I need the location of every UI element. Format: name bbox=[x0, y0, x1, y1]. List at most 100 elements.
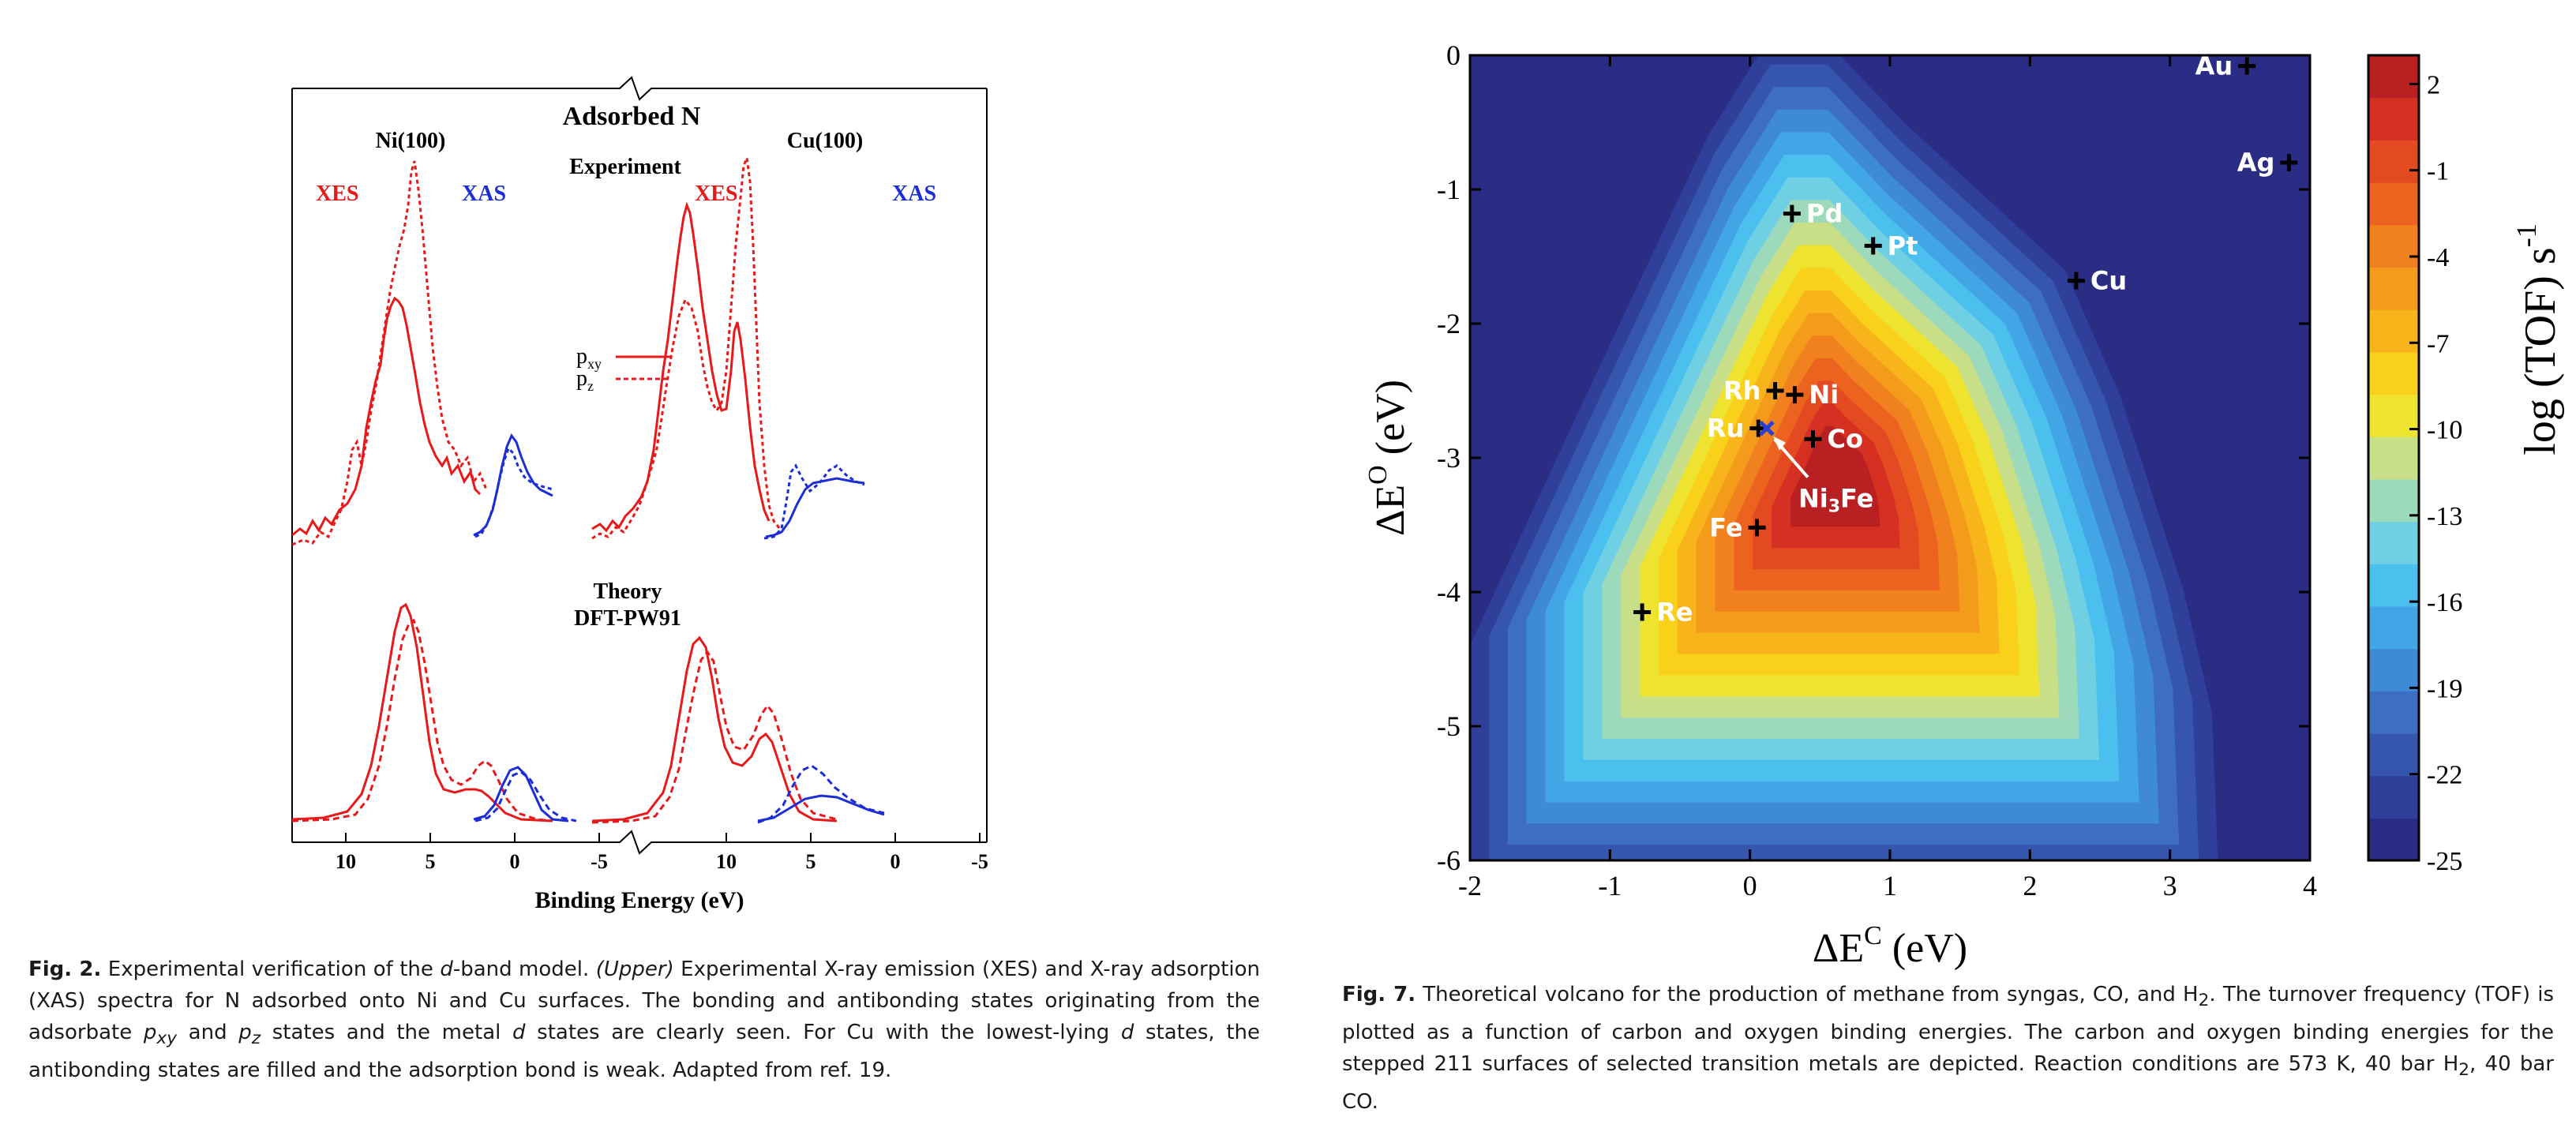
figure-2-x-tick-labels: 10 5 0 -5 10 5 0 -5 bbox=[336, 850, 988, 873]
colorbar-band bbox=[2368, 394, 2419, 437]
cu-xas-pz-curve bbox=[763, 463, 865, 540]
metal-marker-ni: Ni bbox=[1786, 380, 1839, 410]
metal-marker-pd: Pd bbox=[1783, 199, 1843, 229]
colorbar-band bbox=[2368, 521, 2419, 564]
colorbar-band bbox=[2368, 97, 2419, 141]
x-tick-label: 5 bbox=[426, 850, 436, 873]
figure-2-header-title: Adsorbed N bbox=[563, 102, 701, 131]
y-tick-label: -1 bbox=[1437, 174, 1460, 205]
colorbar-tick-label: -19 bbox=[2427, 674, 2462, 703]
caption-text: . The turnover frequency (TOF) is plotte… bbox=[1342, 983, 2555, 1077]
x-tick-label: 0 bbox=[891, 850, 901, 873]
cu-xes-pxy-curve bbox=[591, 201, 771, 533]
metal-label: Pd bbox=[1806, 199, 1843, 229]
colorbar-band bbox=[2368, 309, 2419, 353]
colorbar-band bbox=[2368, 648, 2419, 691]
x-tick-label: -2 bbox=[1458, 870, 1482, 901]
tof-heatmap bbox=[1470, 55, 2310, 860]
colorbar: 2 -1 -4 -7 -10 -13 -16 -19 -22 -25 bbox=[2367, 54, 2462, 876]
colorbar-tick-label: -1 bbox=[2427, 157, 2449, 186]
ni-xes-pxy-curve bbox=[292, 296, 482, 537]
caption-italic: (Upper) bbox=[595, 957, 674, 981]
caption-italic: d bbox=[440, 957, 453, 981]
y-tick-label: -3 bbox=[1437, 442, 1460, 474]
x-tick-label: -5 bbox=[591, 850, 608, 873]
caption-text: -band model. bbox=[452, 957, 596, 981]
x-axis-ticks bbox=[345, 833, 981, 842]
metal-label: Ag bbox=[2237, 148, 2275, 178]
legend-pxy-label: pxy bbox=[576, 344, 602, 372]
x-tick-label: 0 bbox=[1743, 870, 1757, 901]
colorbar-band bbox=[2368, 733, 2419, 777]
x-tick-label: 0 bbox=[510, 850, 520, 873]
cu-theory-pxy-curve bbox=[591, 635, 838, 823]
cu-xes-label: XES bbox=[695, 182, 737, 206]
caption-text: and bbox=[177, 1021, 239, 1044]
x-tick-label: 10 bbox=[716, 850, 737, 873]
caption-text: states are clearly seen. For Cu with the… bbox=[525, 1021, 1121, 1044]
alloy-label: Ni3Fe bbox=[1798, 484, 1873, 517]
cu-theory-pz-curve bbox=[591, 650, 838, 824]
cu-xes-pz-curve bbox=[591, 153, 782, 540]
cu-theory-xas-pz-curve bbox=[757, 764, 885, 824]
metal-label: Cu bbox=[2090, 266, 2127, 296]
caption-italic: d bbox=[1120, 1021, 1134, 1044]
x-tick-label: -1 bbox=[1598, 870, 1622, 901]
spectra-legend: pxy pz bbox=[576, 344, 671, 394]
figure-2-frame bbox=[291, 76, 988, 855]
legend-pz-label: pz bbox=[576, 366, 594, 394]
ni-theory-pxy-curve bbox=[292, 602, 553, 823]
figure-2-caption: Fig. 2. Experimental verification of the… bbox=[28, 954, 1260, 1086]
colorbar-tick-label: -4 bbox=[2427, 243, 2449, 272]
colorbar-band bbox=[2368, 182, 2419, 226]
colorbar-band bbox=[2368, 564, 2419, 607]
caption-text: Theoretical volcano for the production o… bbox=[1423, 983, 2199, 1006]
metal-label: Ru bbox=[1707, 414, 1744, 444]
caption-subscript: 2 bbox=[2458, 1060, 2470, 1081]
y-tick-label: -6 bbox=[1437, 845, 1460, 876]
caption-italic: z bbox=[251, 1029, 261, 1049]
y-tick-label: -4 bbox=[1437, 576, 1460, 608]
theory-label: Theory bbox=[593, 579, 662, 604]
ni-theory-xas-pxy-curve bbox=[473, 766, 569, 823]
metal-label: Co bbox=[1827, 424, 1862, 454]
metal-marker-fe: Fe bbox=[1709, 512, 1766, 542]
colorbar-band bbox=[2368, 351, 2419, 395]
figure-7-number: Fig. 7. bbox=[1342, 983, 1416, 1006]
colorbar-band bbox=[2368, 437, 2419, 480]
colorbar-frame bbox=[2367, 54, 2420, 862]
colorbar-label: log (TOF) s-1 bbox=[2510, 223, 2565, 455]
colorbar-band bbox=[2368, 224, 2419, 268]
colorbar-tick-label: -22 bbox=[2427, 761, 2462, 790]
theory-method-label: DFT-PW91 bbox=[574, 606, 681, 631]
x-tick-label: -5 bbox=[971, 850, 988, 873]
axes: -2 -1 0 1 2 3 4 0 -1 -2 -3 -4 -5 -6 bbox=[1437, 39, 2317, 901]
caption-text: states and the metal bbox=[261, 1021, 512, 1044]
metal-marker-re: Re bbox=[1633, 598, 1693, 628]
x-tick-label: 3 bbox=[2163, 870, 2177, 901]
colorbar-band bbox=[2368, 605, 2419, 650]
ni-xas-label: XAS bbox=[462, 182, 506, 206]
y-tick-label: 0 bbox=[1446, 39, 1460, 71]
caption-italic: p bbox=[143, 1021, 157, 1044]
colorbar-band bbox=[2368, 140, 2419, 183]
metal-marker-cu: Cu bbox=[2067, 266, 2127, 296]
colorbar-tick-label: 2 bbox=[2427, 70, 2440, 99]
caption-italic: xy bbox=[156, 1029, 178, 1049]
figure-2: Adsorbed N Ni(100) Cu(100) Experiment XE… bbox=[291, 76, 988, 913]
metal-label: Ni bbox=[1809, 380, 1839, 410]
caption-text: Experimental X-ray emission (XES) and X-… bbox=[28, 957, 1260, 1044]
ni-theory-xas-pz-curve bbox=[474, 770, 577, 823]
y-tick-label: -5 bbox=[1437, 710, 1460, 742]
experiment-label: Experiment bbox=[569, 155, 681, 179]
ni-panel-title: Ni(100) bbox=[376, 129, 446, 153]
x-tick-label: 4 bbox=[2303, 870, 2317, 901]
colorbar-band bbox=[2368, 55, 2419, 99]
metal-marker-co: Co bbox=[1804, 424, 1863, 454]
x-tick-label: 5 bbox=[806, 850, 816, 873]
cu-xas-label: XAS bbox=[892, 182, 936, 206]
caption-text: Experimental verification of the bbox=[107, 957, 441, 981]
ni-theory-pz-curve bbox=[292, 618, 553, 823]
